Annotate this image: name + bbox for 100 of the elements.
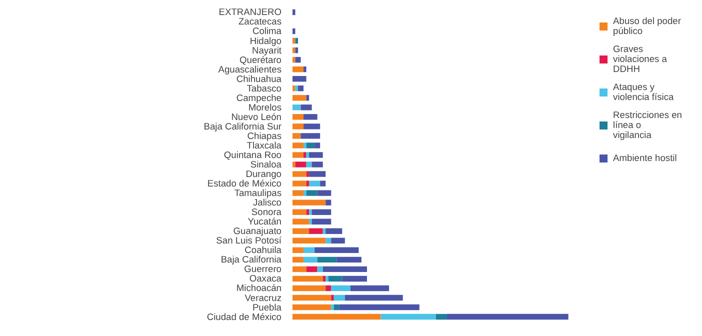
bar (331, 294, 334, 301)
bar (339, 304, 420, 310)
legend-label: Ataques y violencia física (613, 82, 674, 102)
bar (292, 95, 306, 101)
bar (436, 314, 447, 320)
y-tick-label: San Luis Potosí (216, 236, 282, 246)
bar (300, 133, 320, 139)
y-tick-label: Coahuila (244, 245, 282, 256)
bar (292, 104, 301, 110)
bar (292, 38, 296, 44)
y-tick-label: Nayarit (252, 45, 282, 56)
y-tick-label: Estado de México (207, 178, 282, 189)
y-tick-label: Baja California (220, 254, 282, 265)
bar (304, 124, 320, 130)
bar (334, 294, 345, 301)
bar (446, 314, 568, 320)
y-tick-label: Ciudad de México (206, 312, 282, 322)
bar (331, 304, 334, 310)
bar (292, 124, 304, 130)
bar (317, 266, 323, 272)
bar (292, 171, 306, 177)
bar (292, 133, 301, 139)
bar (292, 86, 296, 92)
bar (326, 238, 332, 244)
bar (304, 247, 315, 254)
bar (292, 266, 306, 272)
y-tick-label: Tlaxcala (246, 140, 282, 150)
bar (292, 152, 304, 158)
y-tick-label: Hidalgo (250, 36, 282, 46)
bar (292, 114, 304, 120)
bar (312, 209, 332, 215)
bar (292, 162, 296, 168)
bar (309, 209, 312, 215)
bar (331, 238, 345, 244)
bar (304, 190, 306, 196)
legend-label: Ambiente hostil (613, 152, 677, 165)
bar (317, 190, 332, 196)
legend-label: Abuso del poder público (613, 16, 681, 36)
y-tick-label: Morelos (248, 102, 282, 112)
bar (320, 180, 326, 186)
y-tick-label: Quintana Roo (224, 150, 282, 160)
bar (306, 171, 310, 177)
y-tick-label: Chiapas (247, 130, 282, 141)
bar (306, 190, 318, 196)
y-tick-label: Zacatecas (238, 16, 282, 27)
bar (292, 218, 310, 224)
bar (309, 228, 323, 234)
bar (326, 228, 342, 234)
bar (292, 276, 323, 282)
y-tick-label: Nuevo León (231, 112, 282, 122)
bar (306, 142, 315, 148)
bar (328, 276, 342, 282)
bar (292, 47, 296, 54)
bar (326, 200, 332, 206)
y-tick-label: Sonora (251, 207, 282, 218)
bar (292, 190, 304, 196)
bar (292, 28, 296, 34)
y-tick-label: Chihuahua (236, 74, 282, 84)
bar (292, 200, 326, 206)
bar (342, 276, 367, 282)
y-tick-label: Puebla (252, 302, 282, 312)
bar (292, 76, 306, 82)
bar (309, 171, 326, 177)
bar (322, 266, 367, 272)
y-tick-label: Aguascalientes (218, 64, 282, 74)
bar (306, 266, 318, 272)
y-tick-label: Campeche (236, 92, 282, 103)
bar (292, 228, 310, 234)
y-tick-label: Baja California Sur (204, 121, 282, 132)
bar (350, 285, 390, 292)
legend-label: Graves violaciones a DDHH (613, 44, 667, 74)
bar (292, 314, 381, 320)
bar (292, 294, 332, 301)
y-tick-label: EXTRANJERO (218, 7, 282, 18)
bar (295, 162, 306, 168)
bar (326, 285, 332, 292)
bar (344, 294, 403, 301)
bar (292, 247, 304, 254)
bar (304, 256, 318, 263)
bar (292, 238, 326, 244)
y-tick-label: Guerrero (244, 264, 282, 274)
bar (309, 218, 312, 224)
bar (336, 256, 362, 263)
bar (309, 152, 323, 158)
bar (309, 180, 320, 186)
bar (314, 142, 320, 148)
bar (292, 56, 296, 63)
bar (292, 304, 332, 310)
bar (304, 152, 306, 158)
bar (326, 276, 328, 282)
y-tick-label: Michoacán (236, 283, 282, 294)
bar (306, 180, 310, 186)
bar (292, 256, 304, 263)
bar (312, 162, 323, 168)
bar (295, 56, 301, 63)
bar (306, 162, 312, 168)
bar (292, 142, 304, 148)
bar (292, 9, 296, 16)
bar (304, 142, 306, 148)
bar (292, 66, 304, 72)
